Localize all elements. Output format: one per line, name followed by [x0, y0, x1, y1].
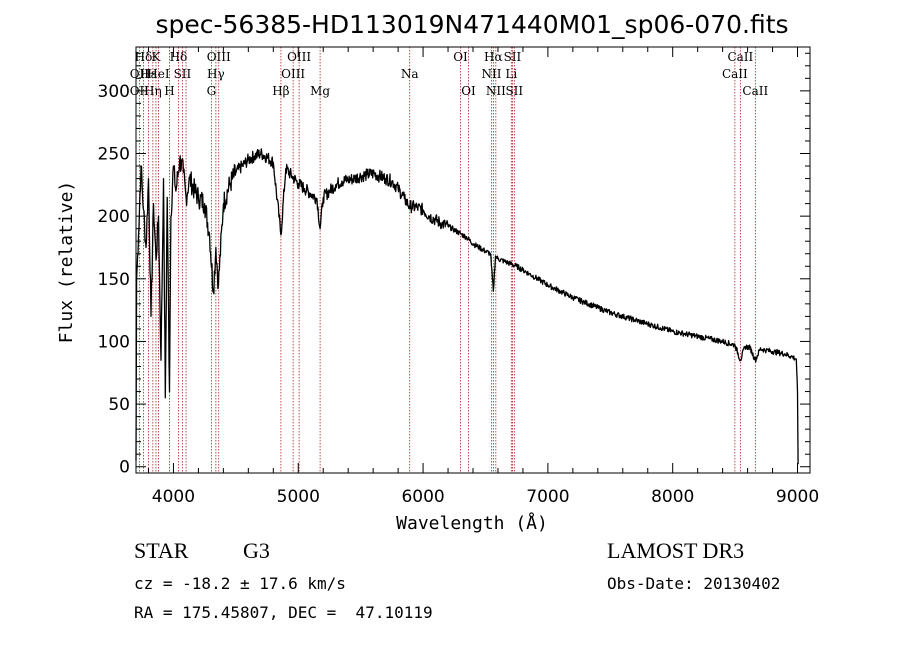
y-tick-label: 100: [98, 332, 130, 352]
x-tick-label: 8000: [651, 487, 694, 507]
x-axis-label: Wavelength (Å): [396, 512, 548, 534]
y-tick-label: 250: [98, 145, 130, 165]
line-label: HeI: [147, 67, 170, 81]
line-label: Hδ: [135, 50, 153, 64]
line-label: OIII: [207, 50, 231, 64]
chart-title: spec-56385-HD113019N471440M01_sp06-070.f…: [155, 10, 788, 39]
x-tick-label: 6000: [401, 487, 444, 507]
object-class: STAR: [134, 538, 189, 563]
line-label: Hε: [140, 67, 157, 81]
line-label: OIII: [287, 50, 311, 64]
line-label: Li: [505, 67, 517, 81]
line-label: Hα: [484, 50, 503, 64]
line-label: NII: [481, 67, 501, 81]
observation-date: Obs-Date: 20130402: [607, 574, 781, 593]
y-tick-label: 0: [119, 458, 130, 478]
line-label: Hδ: [170, 50, 188, 64]
line-label: Mg: [310, 84, 330, 98]
line-label: SII: [174, 67, 192, 81]
plot-frame: [135, 46, 811, 474]
line-label: Hβ: [272, 84, 289, 98]
line-label: CaII: [742, 84, 768, 98]
line-label: NII: [486, 84, 506, 98]
x-axis-ticks: 4000 5000 6000 7000 8000 9000: [147, 47, 819, 507]
line-label: OIII: [281, 67, 305, 81]
y-tick-label: 50: [108, 395, 130, 415]
x-tick-label: 5000: [277, 487, 320, 507]
line-label: SII: [504, 50, 522, 64]
y-axis-label: Flux (relative): [56, 181, 77, 344]
line-label: CaII: [722, 67, 748, 81]
y-axis-ticks: 0 50 100 150 200 250 300: [98, 52, 810, 478]
redshift-readout: cz = -18.2 ± 17.6 km/s: [134, 574, 346, 593]
line-label: Na: [401, 67, 419, 81]
emission-line-markers: [138, 47, 756, 473]
line-label: G: [207, 84, 217, 98]
flux-series-line: [135, 148, 799, 465]
line-label: OII: [130, 67, 150, 81]
y-tick-label: 150: [98, 270, 130, 290]
line-label: H: [164, 84, 174, 98]
line-label: OI: [461, 84, 476, 98]
x-tick-label: 4000: [152, 487, 195, 507]
spectral-subclass: G3: [243, 538, 270, 563]
line-label: CaII: [727, 50, 753, 64]
y-tick-label: 200: [98, 207, 130, 227]
survey-name: LAMOST DR3: [607, 538, 745, 563]
line-label: Hγ: [207, 67, 225, 81]
line-label: K: [151, 50, 161, 64]
y-tick-label: 300: [98, 82, 130, 102]
coordinates-readout: RA = 175.45807, DEC = 47.10119: [134, 603, 433, 622]
line-label: OI: [453, 50, 468, 64]
x-tick-label: 9000: [776, 487, 819, 507]
line-label: Hη: [144, 84, 162, 98]
line-label: SII: [505, 84, 523, 98]
x-tick-label: 7000: [526, 487, 569, 507]
